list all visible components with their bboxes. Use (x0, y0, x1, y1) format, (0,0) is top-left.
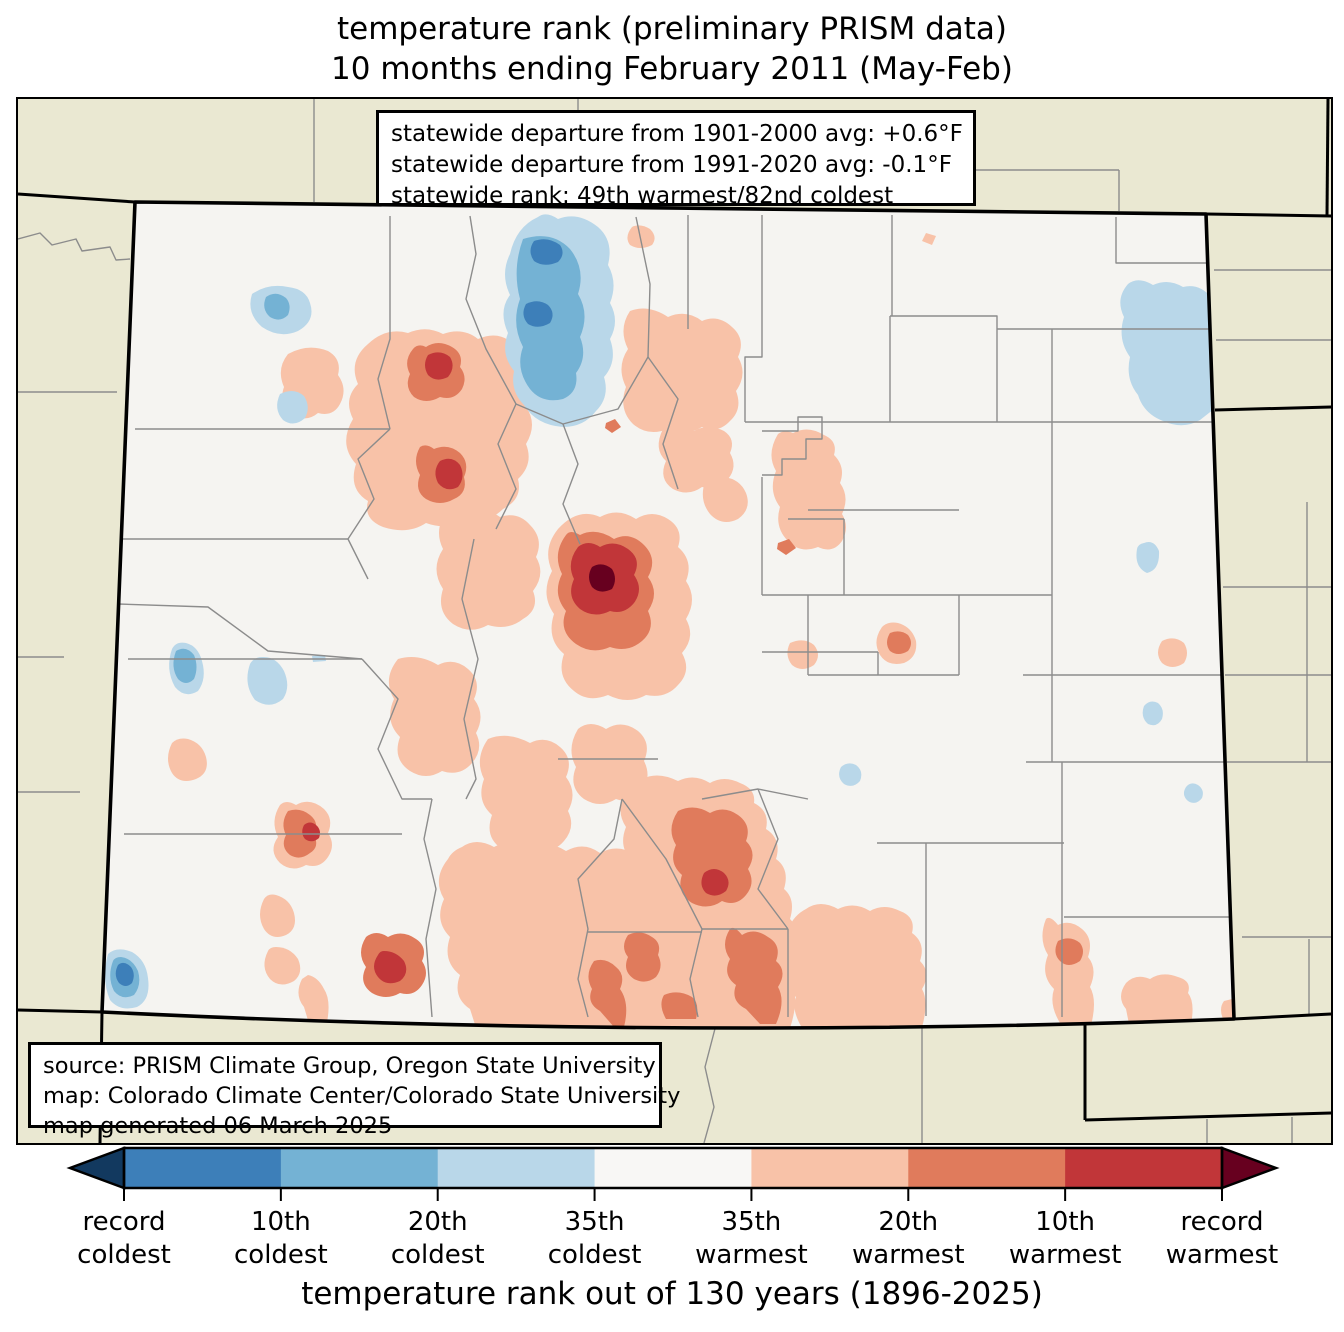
tick-label-line2: warmest (852, 1239, 965, 1270)
stats-line-3: statewide rank: 49th warmest/82nd coldes… (391, 182, 894, 209)
statistics-box: statewide departure from 1901-2000 avg: … (376, 110, 976, 209)
colorbar-tick-label-7: record warmest (1132, 1206, 1312, 1272)
legend-segment-6 (1065, 1148, 1223, 1188)
map-panel (16, 97, 1333, 1145)
tick-label-line1: record (1180, 1207, 1264, 1237)
colorbar-right-arrow (1220, 1146, 1280, 1190)
legend-segment-0 (124, 1148, 282, 1188)
stats-line-2: statewide departure from 1991-2020 avg: … (391, 151, 952, 178)
colorbar-tick-label-3: 35th coldest (505, 1206, 685, 1272)
rank-35th-warmest-areas (168, 225, 1234, 1028)
legend-segment-1 (280, 1148, 439, 1188)
tick-label-line2: coldest (77, 1239, 171, 1270)
rank-10th-coldest-areas (115, 239, 563, 986)
legend-segment-2 (437, 1148, 596, 1188)
tick-label-line1: 20th (407, 1207, 468, 1237)
legend-segment-5 (908, 1148, 1066, 1188)
rank-record-warmest-areas (589, 564, 615, 592)
source-line-2: map: Colorado Climate Center/Colorado St… (43, 1083, 681, 1110)
colorado-county-lines (117, 215, 1233, 1018)
colorbar-segments (124, 1148, 1223, 1188)
colorbar-frame (122, 1146, 1224, 1190)
tick-label-line2: warmest (1165, 1239, 1279, 1270)
tick-label-line2: coldest (390, 1239, 485, 1270)
tick-label-line1: 10th (1035, 1207, 1096, 1237)
colorbar-svg (66, 1146, 1280, 1201)
colorbar-tick-label-5: 20th warmest (818, 1206, 998, 1272)
tick-label-line2: warmest (1008, 1239, 1122, 1270)
tick-label-line1: record (82, 1207, 166, 1237)
legend-segment-4 (751, 1148, 909, 1188)
colorbar (60, 1144, 1286, 1204)
source-line-3: map generated 06 March 2025 (43, 1113, 393, 1140)
colorado-map (18, 99, 1331, 1143)
tick-label-line2: coldest (234, 1239, 328, 1270)
figure-title: temperature rank (preliminary PRISM data… (0, 10, 1344, 89)
colorbar-tick-label-4: 35th warmest (661, 1206, 841, 1272)
tick-label-line1: 10th (250, 1207, 311, 1237)
colorbar-ticks (123, 1188, 1223, 1201)
figure-title-line2: 10 months ending February 2011 (May-Feb) (331, 50, 1013, 87)
rank-10th-warmest-areas (302, 352, 729, 984)
source-line-1: source: PRISM Climate Group, Oregon Stat… (43, 1053, 656, 1079)
colorbar-left-arrow (66, 1146, 126, 1190)
tick-label-line1: 35th (721, 1207, 782, 1237)
colorbar-tick-label-2: 20th coldest (348, 1206, 528, 1272)
tick-label-line2: warmest (695, 1239, 808, 1270)
tick-label-line1: 35th (564, 1207, 625, 1237)
tick-label-line1: 20th (878, 1207, 939, 1237)
source-box: source: PRISM Climate Group, Oregon Stat… (28, 1042, 681, 1139)
colorbar-tick-label-6: 10th warmest (975, 1206, 1155, 1272)
legend-segment-3 (594, 1148, 753, 1188)
figure-title-line1: temperature rank (preliminary PRISM data… (336, 11, 1007, 47)
colorado-state-border (100, 200, 1236, 1030)
anomaly-raster (104, 214, 1234, 1028)
stats-line-1: statewide departure from 1901-2000 avg: … (391, 121, 963, 147)
colorbar-tick-label-1: 10th coldest (191, 1206, 371, 1272)
colorbar-caption: temperature rank out of 130 years (1896-… (301, 1276, 1043, 1312)
colorbar-tick-label-0: record coldest (34, 1206, 214, 1272)
tick-label-line2: coldest (547, 1239, 642, 1270)
